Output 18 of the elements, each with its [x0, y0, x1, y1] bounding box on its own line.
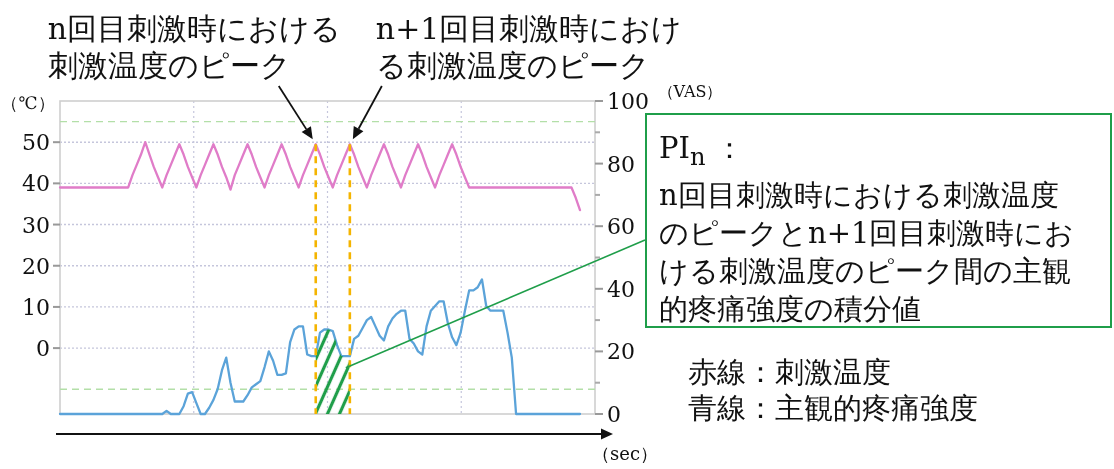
- y2tick-label: 80: [607, 151, 635, 177]
- ytick-label: 50: [22, 129, 50, 155]
- ylabel: （℃）: [1, 93, 55, 113]
- y2label: （VAS）: [657, 82, 723, 101]
- ytick-label: 30: [22, 212, 50, 238]
- note-box: PI$_{n}$ ： n回目刺激時における刺激温度のピークとn+1回目刺激時における刺激温度のピーク間の主観的疼痛強度の積分値: [645, 113, 1112, 328]
- annotation: n回目刺激時における刺激温度のピーク: [47, 10, 343, 84]
- y2tick-label: 100: [607, 88, 649, 114]
- y2tick-label: 0: [607, 401, 621, 427]
- ytick-label: 20: [22, 253, 50, 279]
- y2tick-label: 40: [607, 276, 635, 302]
- ytick-label: 0: [36, 335, 50, 361]
- ytick-label: 10: [22, 294, 50, 320]
- ytick-label: 40: [22, 170, 50, 196]
- y2tick-label: 60: [607, 213, 635, 239]
- xlabel: （sec）: [592, 443, 658, 464]
- annotation: n+1回目刺激時における刺激温度のピーク: [375, 10, 684, 84]
- y2tick-label: 20: [607, 338, 635, 364]
